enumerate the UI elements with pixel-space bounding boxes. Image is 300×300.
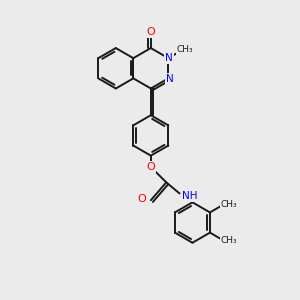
Text: N: N [165,53,173,63]
Text: O: O [146,27,155,37]
Text: CH₃: CH₃ [220,200,237,209]
Text: O: O [137,194,146,204]
Text: NH: NH [182,191,197,201]
Text: CH₃: CH₃ [220,236,237,245]
Text: CH₃: CH₃ [177,45,194,54]
Text: O: O [146,162,155,172]
Text: N: N [166,74,174,84]
